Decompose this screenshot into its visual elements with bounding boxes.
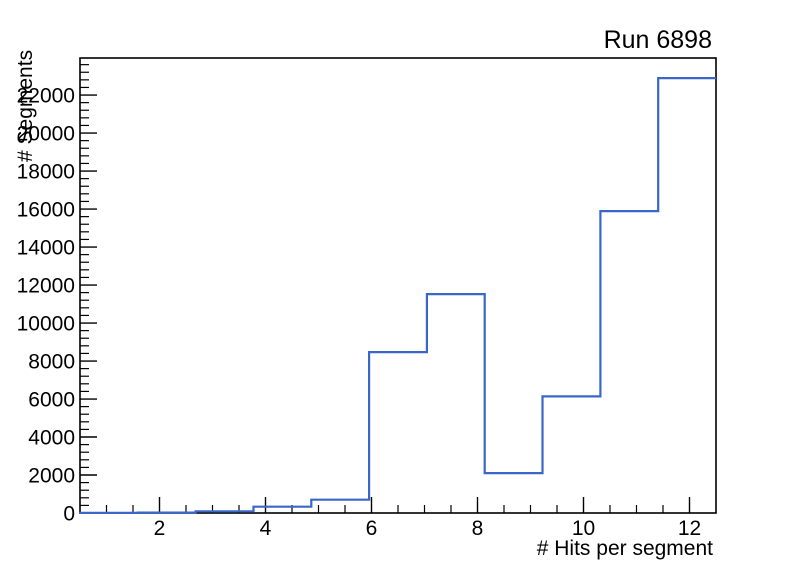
- plot-frame: [79, 57, 717, 514]
- svg-text:22000: 22000: [17, 85, 75, 108]
- svg-text:2000: 2000: [28, 465, 75, 488]
- x-axis-title: # Hits per segment: [536, 537, 713, 560]
- svg-text:4000: 4000: [28, 427, 75, 450]
- svg-text:20000: 20000: [17, 123, 75, 146]
- svg-text:4: 4: [260, 517, 272, 540]
- svg-text:14000: 14000: [17, 237, 75, 260]
- x-axis-ticks: 2 4 6 8 10 12: [105, 497, 701, 540]
- svg-text:6: 6: [366, 517, 378, 540]
- chart-title: Run 6898: [603, 26, 712, 54]
- svg-text:6000: 6000: [28, 389, 75, 412]
- svg-text:10: 10: [572, 517, 595, 540]
- svg-text:10000: 10000: [17, 313, 75, 336]
- histogram-step-line: [78, 77, 716, 514]
- svg-text:0: 0: [63, 503, 75, 526]
- svg-text:12: 12: [678, 517, 701, 540]
- svg-text:2: 2: [154, 517, 166, 540]
- svg-text:18000: 18000: [17, 161, 75, 184]
- svg-text:16000: 16000: [17, 199, 75, 222]
- y-axis-title: # Segments: [14, 49, 37, 162]
- svg-text:8: 8: [472, 517, 484, 540]
- y-axis-ticks: 0 2000 4000 6000 8000 10000 12000 14000 16000 180…: [17, 64, 97, 526]
- svg-text:8000: 8000: [28, 351, 75, 374]
- svg-text:12000: 12000: [17, 275, 75, 298]
